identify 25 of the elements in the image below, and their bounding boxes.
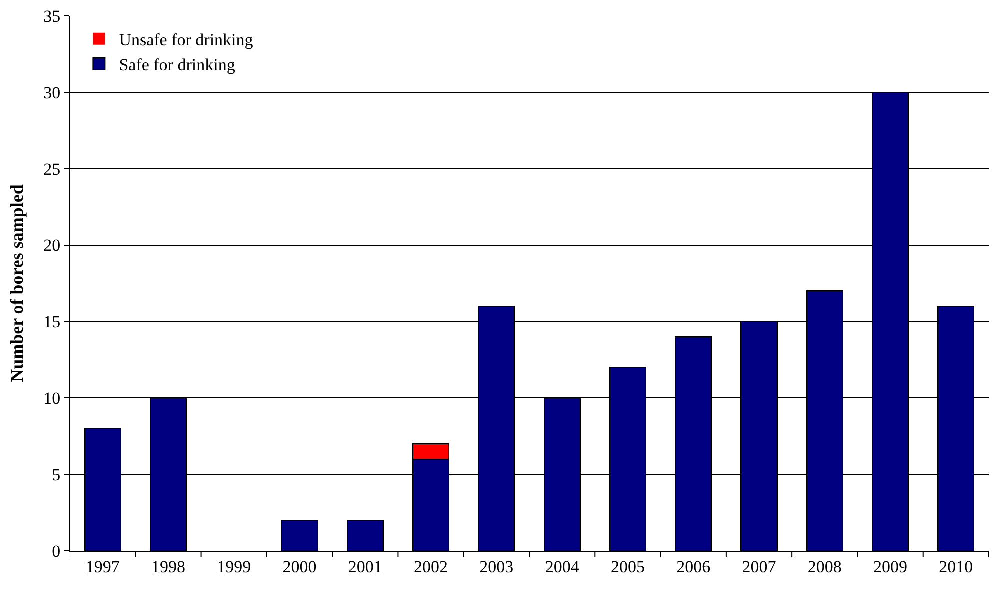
y-tick-label: 5 xyxy=(52,466,61,485)
x-tick-label: 2010 xyxy=(939,557,974,576)
x-tick-label: 2009 xyxy=(874,557,908,576)
legend-label: Safe for drinking xyxy=(119,56,236,75)
y-tick-label: 10 xyxy=(44,389,61,408)
y-tick-label: 0 xyxy=(52,542,61,561)
y-tick-label: 35 xyxy=(44,6,61,26)
x-tick-label: 2007 xyxy=(742,557,777,576)
y-tick-label: 15 xyxy=(44,312,61,332)
y-axis-title: Number of bores sampled xyxy=(6,184,27,382)
x-tick-label: 1999 xyxy=(217,557,252,576)
y-tick-label: 20 xyxy=(44,236,61,256)
legend-label: Unsafe for drinking xyxy=(119,30,254,50)
x-tick-label: 2000 xyxy=(282,557,317,576)
x-tick-label: 2003 xyxy=(480,557,514,576)
x-tick-label: 2005 xyxy=(610,557,645,576)
x-tick-label: 2004 xyxy=(545,557,580,576)
y-tick-label: 30 xyxy=(44,83,61,102)
x-tick-label: 1997 xyxy=(86,557,120,576)
x-tick-label: 2008 xyxy=(808,557,842,576)
x-tick-label: 2002 xyxy=(414,557,448,576)
x-tick-label: 2001 xyxy=(348,557,382,576)
x-tick-label: 1998 xyxy=(151,557,186,576)
y-tick-label: 25 xyxy=(44,160,61,179)
x-tick-label: 2006 xyxy=(676,557,711,576)
